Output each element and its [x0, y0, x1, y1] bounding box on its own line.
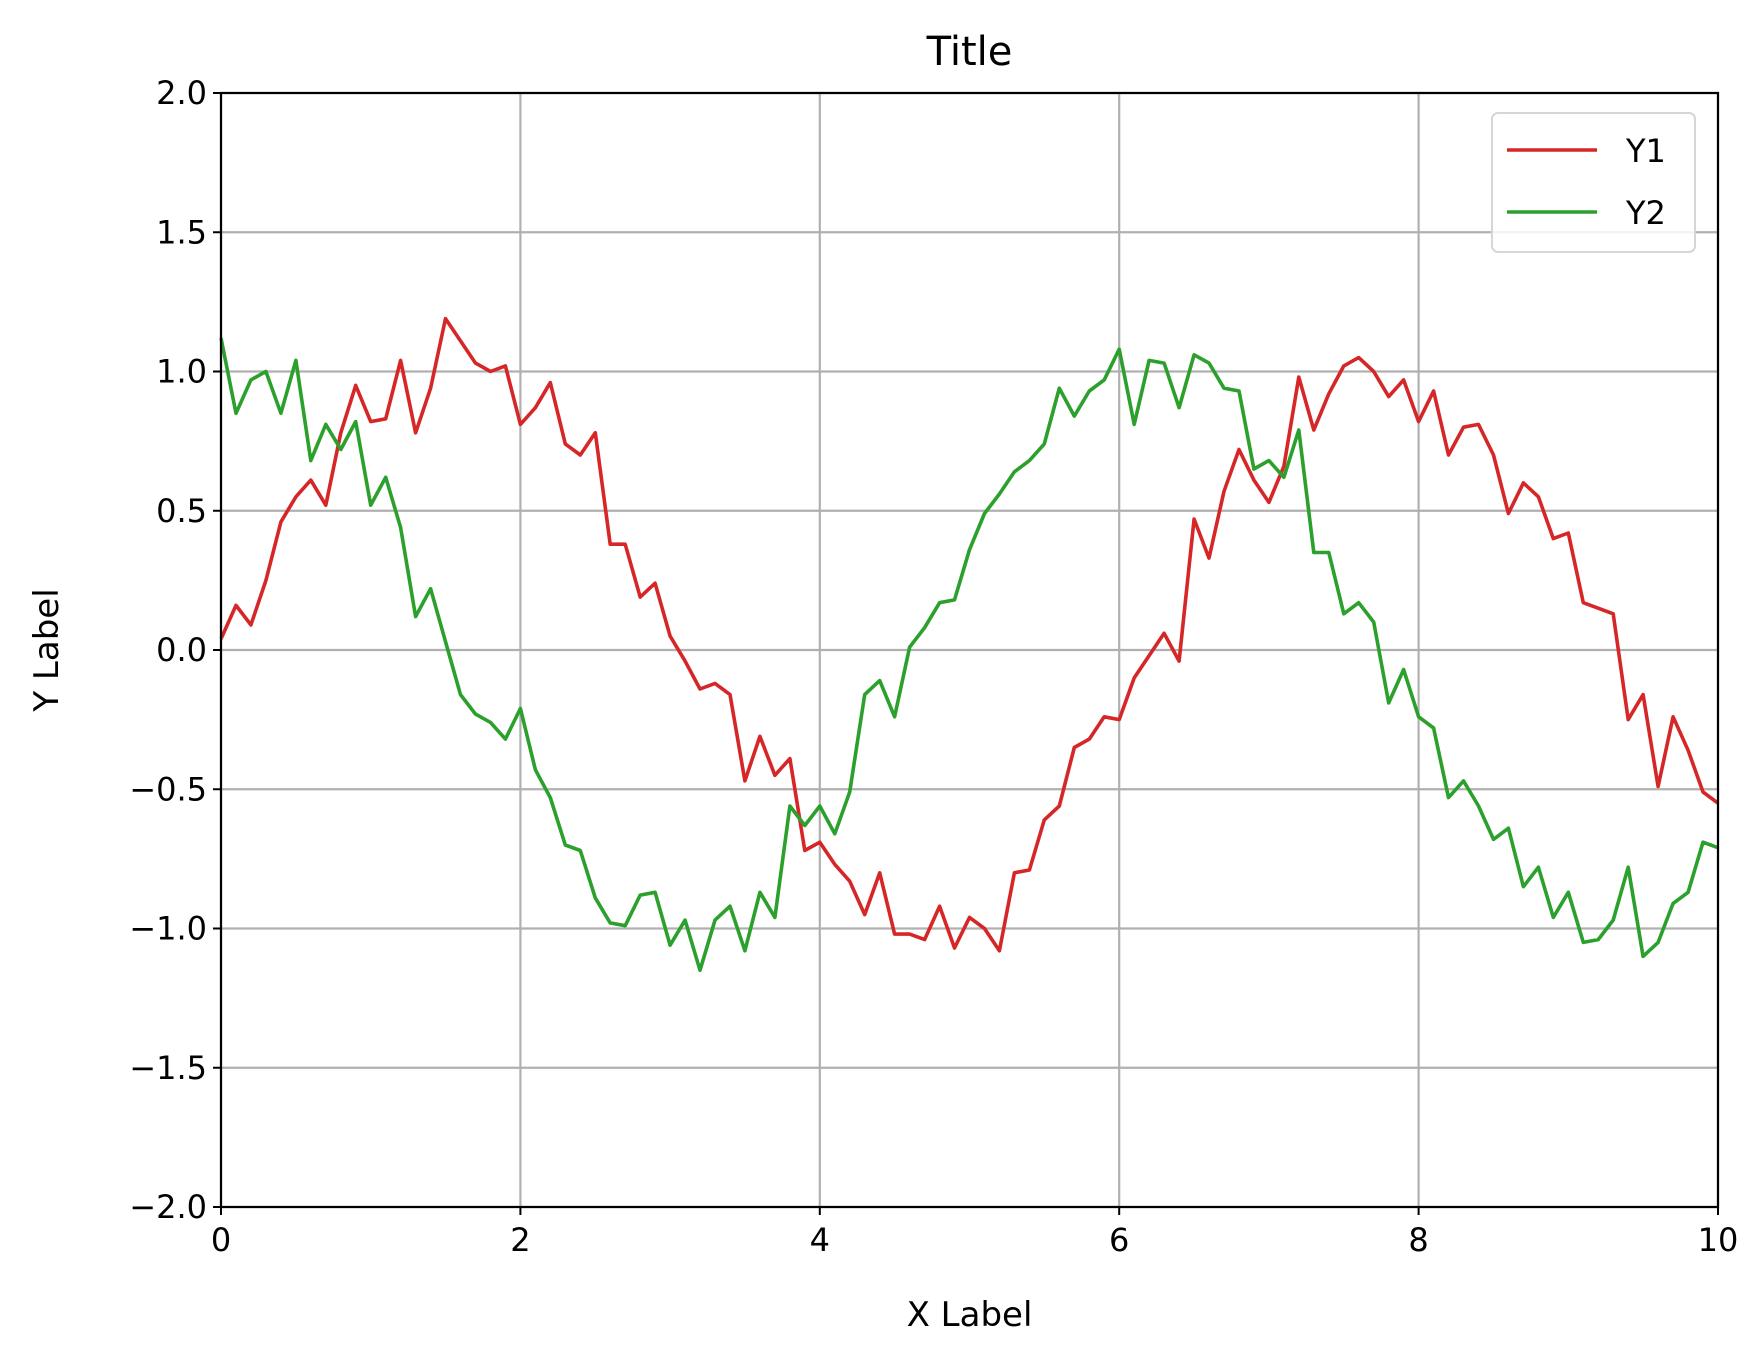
legend: Y1 Y2 [1491, 112, 1696, 253]
legend-label-y2: Y2 [1625, 194, 1666, 232]
y-tick-label: −1.0 [129, 910, 207, 948]
x-tick-label: 10 [1698, 1221, 1739, 1259]
y-axis-label: Y Label [27, 588, 67, 712]
y-tick-label: −0.5 [129, 770, 207, 808]
x-tick-label: 2 [510, 1221, 530, 1259]
legend-label-y1: Y1 [1625, 132, 1666, 170]
y-tick-label: −2.0 [129, 1188, 207, 1226]
legend-box [1491, 112, 1696, 253]
chart-title: Title [926, 29, 1013, 75]
y-tick-label: −1.5 [129, 1049, 207, 1087]
series-line-y2 [219, 337, 1719, 973]
y-tick-label: 0.5 [156, 492, 207, 530]
y-tick-label: 1.5 [156, 213, 207, 251]
y-tick-label: 2.0 [156, 74, 207, 112]
x-tick-label: 8 [1408, 1221, 1428, 1259]
series-lines [219, 316, 1720, 973]
series-line-y1 [219, 316, 1720, 953]
x-tick-label: 4 [810, 1221, 830, 1259]
y-tick-label: 0.0 [156, 631, 207, 669]
x-axis-label: X Label [907, 1295, 1033, 1335]
x-tick-label: 0 [211, 1221, 231, 1259]
y-tick-label: 1.0 [156, 353, 207, 391]
axis-ticks: 0 2 4 6 8 10 −2.0 −1.5 −1.0 −0.5 0.0 0.5 1.0 1.5 2.0 [129, 74, 1738, 1259]
x-tick-label: 6 [1109, 1221, 1129, 1259]
